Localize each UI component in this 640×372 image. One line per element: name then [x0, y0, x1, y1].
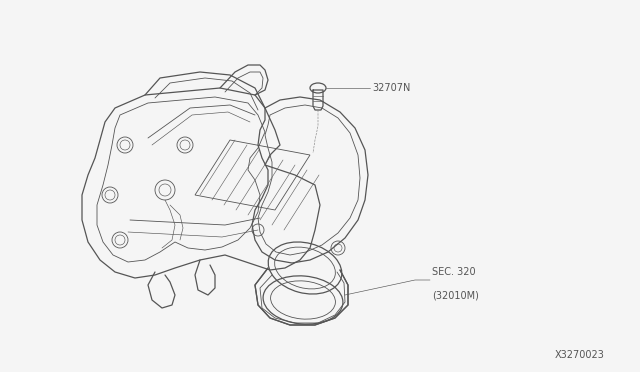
Text: 32707N: 32707N [372, 83, 410, 93]
Text: X3270023: X3270023 [555, 350, 605, 360]
Text: (32010M): (32010M) [432, 290, 479, 300]
Text: SEC. 320: SEC. 320 [432, 267, 476, 277]
